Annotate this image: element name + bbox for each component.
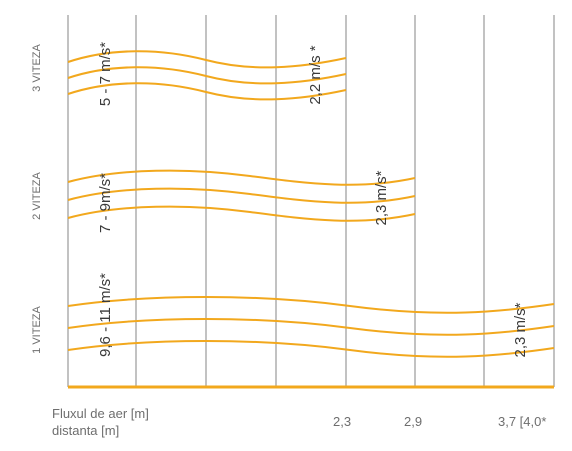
airflow-curves [67, 50, 555, 358]
row-2-end-speed: 2,3 m/s* [373, 170, 390, 225]
row-3-end-speed: 2,2 m/s * [307, 45, 324, 104]
row-3-start-speed: 5 - 7 m/s* [97, 42, 114, 106]
row-label-3: 3 VITEZA [31, 44, 43, 92]
row-label-2: 2 VITEZA [31, 172, 43, 220]
airflow-curve-row2-3 [67, 205, 416, 222]
row-1-start-speed: 9,6 - 11 m/s* [97, 273, 114, 357]
row-label-1: 1 VITEZA [31, 306, 43, 354]
airflow-curve-row1-2 [67, 318, 555, 336]
airflow-curve-row3-3 [67, 82, 347, 101]
airflow-curve-row3-1 [67, 50, 347, 69]
airflow-curve-row1-1 [67, 296, 555, 314]
row-1-end-speed: 2,3 m/s* [512, 302, 529, 357]
axis-tick-3-7: 3,7 [4,0* [498, 414, 547, 429]
axis-tick-2-9: 2,9 [404, 414, 423, 429]
axis-caption-flow: Fluxul de aer [m] [52, 406, 149, 421]
airflow-curve-row1-3 [67, 340, 555, 358]
row-2-start-speed: 7 - 9m/s* [97, 173, 114, 233]
axis-tick-2-3: 2,3 [333, 414, 352, 429]
axis-caption-distance: distanta [m] [52, 423, 120, 438]
airflow-curve-row3-2 [67, 66, 347, 85]
airflow-curve-row2-1 [67, 169, 416, 186]
airflow-curve-row2-2 [67, 187, 416, 204]
